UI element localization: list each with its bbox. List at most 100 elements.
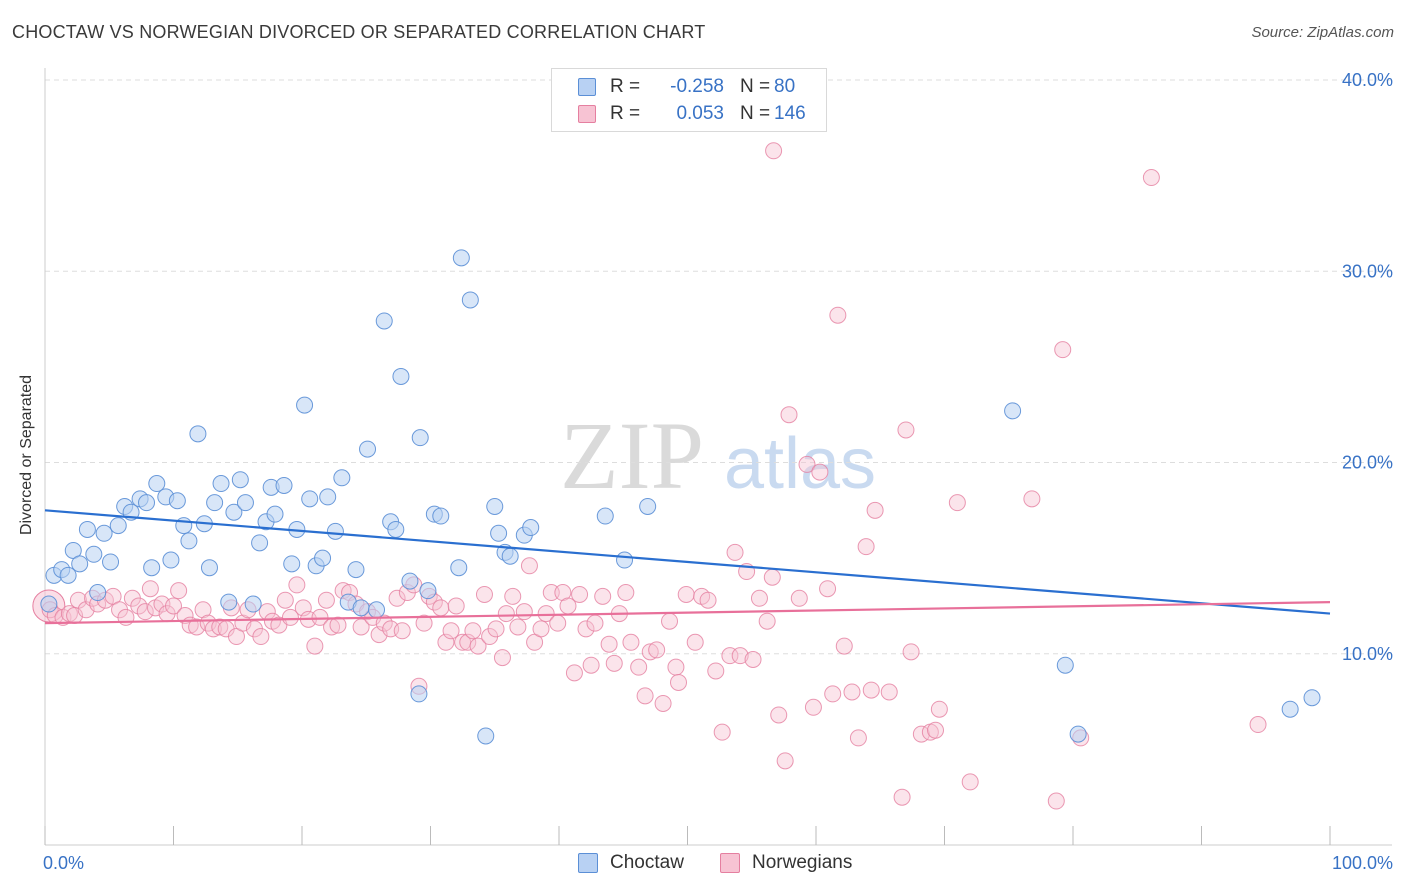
choctaw-point — [71, 555, 89, 573]
norwegians-trend-line — [44, 601, 1331, 625]
choctaw-point — [401, 572, 419, 590]
norwegians-point — [866, 501, 884, 519]
r-label: R = — [610, 103, 641, 124]
axes — [44, 68, 1392, 846]
norwegians-point — [311, 608, 329, 626]
choctaw-swatch — [578, 853, 598, 873]
choctaw-point — [200, 559, 218, 577]
choctaw-point — [40, 595, 58, 613]
norwegians-point — [605, 654, 623, 672]
norwegians-point — [276, 591, 294, 609]
norwegians-point — [726, 543, 744, 561]
n-value: 80 — [774, 76, 796, 97]
norwegians-point — [790, 589, 808, 607]
norwegians-point — [1142, 169, 1160, 187]
r-value: -0.258 — [670, 76, 724, 97]
choctaw-point — [352, 599, 370, 617]
norwegians-point — [758, 612, 776, 630]
choctaw-point — [266, 505, 284, 523]
norwegians-point — [487, 620, 505, 638]
choctaw-point — [1056, 656, 1074, 674]
norwegians-point — [509, 618, 527, 636]
norwegians-point — [594, 587, 612, 605]
choctaw-point — [1281, 700, 1299, 718]
choctaw-point — [180, 532, 198, 550]
norwegians-point — [504, 587, 522, 605]
norwegians-point — [862, 681, 880, 699]
choctaw-point — [85, 545, 103, 563]
norwegians-point — [880, 683, 898, 701]
legend-row-norwegians: R = 0.053 N = 146 — [578, 102, 814, 126]
n-label: N = — [740, 76, 771, 97]
chart-title: CHOCTAW VS NORWEGIAN DIVORCED OR SEPARAT… — [12, 22, 706, 42]
norwegians-point — [893, 788, 911, 806]
choctaw-point — [296, 396, 314, 414]
correlation-legend: R = -0.258 N = 80 R = 0.053 N = 146 — [551, 68, 827, 132]
norwegians-point — [804, 698, 822, 716]
watermark-atlas: atlas — [724, 424, 876, 504]
norwegians-point — [930, 700, 948, 718]
choctaw-point — [168, 492, 186, 510]
series-choctaw-points — [40, 249, 1321, 745]
norwegians-point — [948, 494, 966, 512]
choctaw-point — [301, 490, 319, 508]
legend-item-norwegians[interactable]: Norwegians — [720, 852, 852, 874]
choctaw-point — [59, 566, 77, 584]
norwegians-point — [721, 647, 739, 665]
norwegians-point — [493, 649, 511, 667]
choctaw-point — [109, 517, 127, 535]
choctaw-point — [432, 507, 450, 525]
norwegians-point — [902, 643, 920, 661]
choctaw-point — [319, 488, 337, 506]
norwegians-point — [617, 584, 635, 602]
norwegians-point — [520, 557, 538, 575]
norwegians-point — [677, 585, 695, 603]
legend-item-choctaw[interactable]: Choctaw — [578, 852, 684, 874]
norwegians-point — [571, 585, 589, 603]
y-tick-label: 30.0% — [1342, 261, 1393, 281]
choctaw-point — [387, 520, 405, 538]
source-note: Source: ZipAtlas.com — [1251, 24, 1394, 41]
choctaw-point — [616, 551, 634, 569]
choctaw-point — [236, 494, 254, 512]
norwegians-point — [497, 605, 515, 623]
norwegians-point — [388, 589, 406, 607]
norwegians-point — [329, 616, 347, 634]
norwegians-swatch — [720, 853, 740, 873]
norwegians-point — [843, 683, 861, 701]
norwegians-point — [636, 687, 654, 705]
norwegians-point — [176, 607, 194, 624]
choctaw-point — [452, 249, 470, 267]
norwegians-point — [857, 538, 875, 556]
norwegians-point — [661, 612, 679, 630]
norwegians-point — [211, 618, 229, 636]
norwegians-point — [252, 628, 270, 646]
r-label: R = — [610, 76, 641, 97]
choctaw-point — [375, 312, 393, 330]
choctaw-point — [326, 522, 344, 540]
norwegians-point — [819, 580, 837, 598]
norwegians-point — [537, 605, 555, 623]
norwegians-point — [554, 584, 572, 602]
norwegians-point — [515, 603, 533, 621]
norwegians-point — [1047, 792, 1065, 810]
choctaw-point — [212, 475, 230, 493]
legend-label-choctaw: Choctaw — [610, 852, 684, 873]
norwegians-point — [961, 773, 979, 791]
choctaw-point — [1069, 725, 1087, 743]
choctaw-point — [102, 553, 120, 571]
norwegians-point — [648, 641, 666, 659]
norwegians-point — [770, 706, 788, 724]
norwegians-point — [475, 585, 493, 603]
norwegians-point — [136, 603, 154, 621]
choctaw-point — [411, 429, 429, 447]
choctaw-point — [368, 601, 386, 619]
n-label: N = — [740, 103, 771, 124]
choctaw-point — [477, 727, 495, 745]
norwegians-point — [582, 656, 600, 674]
grid-lines — [45, 79, 1392, 655]
choctaw-point — [162, 551, 180, 569]
norwegians-point — [824, 685, 842, 703]
choctaw-point — [225, 503, 243, 521]
